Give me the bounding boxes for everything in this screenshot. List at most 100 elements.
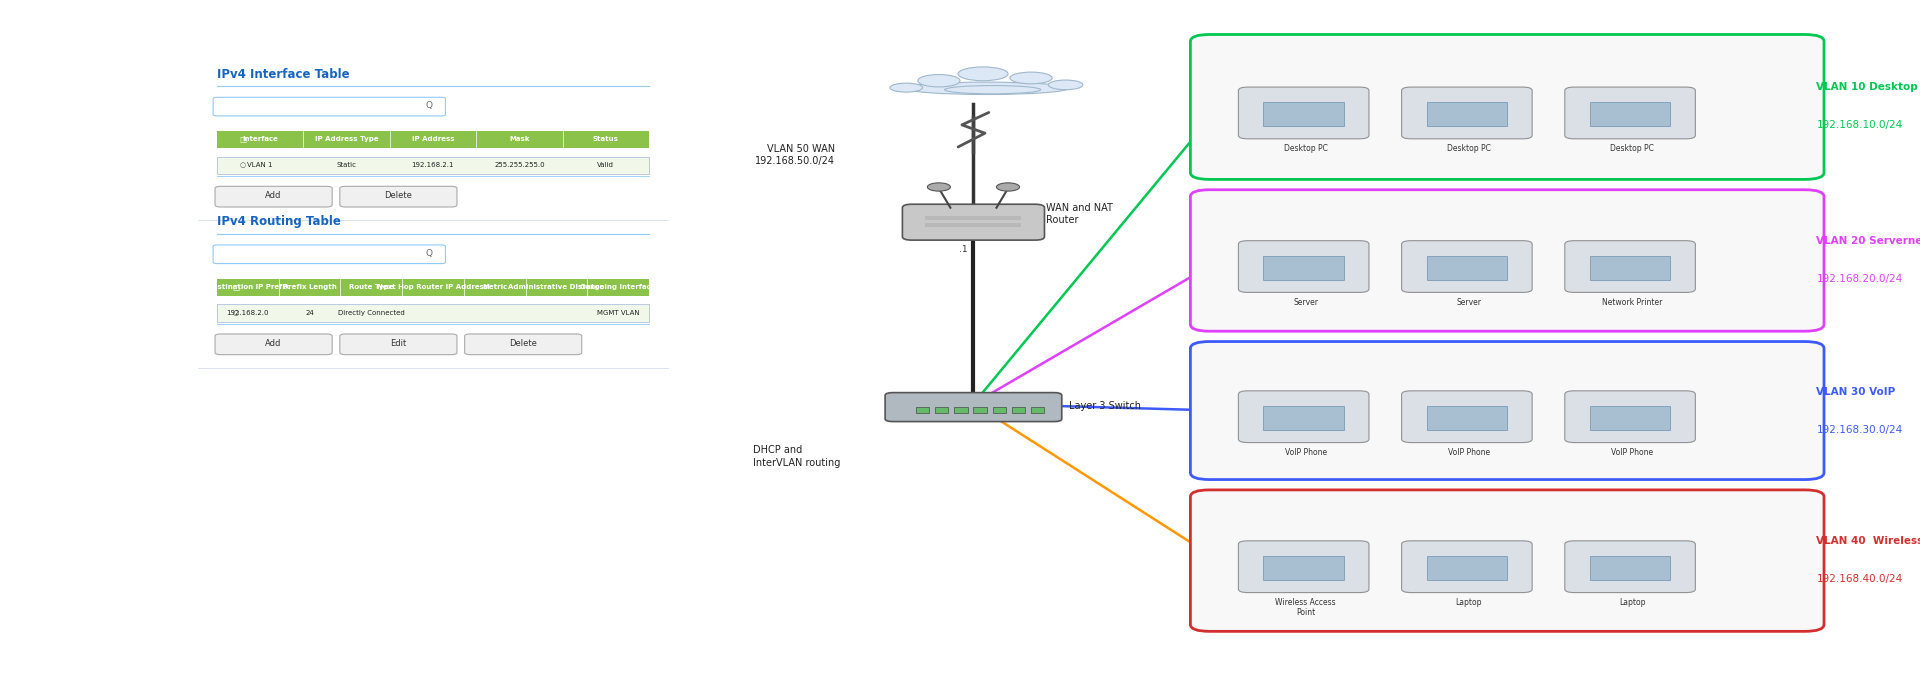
Text: Edit: Edit bbox=[390, 339, 407, 348]
FancyBboxPatch shape bbox=[1263, 256, 1344, 280]
FancyBboxPatch shape bbox=[925, 223, 1021, 227]
Text: Desktop PC: Desktop PC bbox=[1448, 144, 1490, 153]
Text: Delete: Delete bbox=[509, 339, 538, 348]
Text: .1: .1 bbox=[993, 409, 1000, 418]
FancyBboxPatch shape bbox=[1238, 241, 1369, 293]
Text: DHCP and
InterVLAN routing: DHCP and InterVLAN routing bbox=[753, 445, 841, 469]
FancyBboxPatch shape bbox=[1190, 190, 1824, 331]
FancyBboxPatch shape bbox=[1427, 102, 1507, 126]
Text: Route Type: Route Type bbox=[349, 284, 394, 290]
Text: Server: Server bbox=[1292, 298, 1319, 307]
FancyBboxPatch shape bbox=[1190, 34, 1824, 179]
Text: Static: Static bbox=[336, 162, 357, 168]
Ellipse shape bbox=[889, 83, 924, 92]
FancyBboxPatch shape bbox=[215, 334, 332, 355]
Text: Outgoing Interface: Outgoing Interface bbox=[580, 284, 657, 290]
Text: VoIP Phone: VoIP Phone bbox=[1611, 448, 1653, 457]
Text: Valid: Valid bbox=[597, 162, 614, 168]
Bar bbox=[935, 407, 948, 413]
FancyBboxPatch shape bbox=[925, 216, 1021, 220]
FancyBboxPatch shape bbox=[465, 334, 582, 355]
Text: 192.168.20.0/24: 192.168.20.0/24 bbox=[1816, 275, 1903, 284]
FancyBboxPatch shape bbox=[213, 245, 445, 264]
Text: Laptop: Laptop bbox=[1455, 598, 1482, 607]
FancyBboxPatch shape bbox=[1238, 541, 1369, 593]
FancyBboxPatch shape bbox=[215, 186, 332, 207]
FancyBboxPatch shape bbox=[1238, 87, 1369, 139]
FancyBboxPatch shape bbox=[885, 393, 1062, 422]
Text: □: □ bbox=[232, 282, 240, 292]
FancyBboxPatch shape bbox=[1565, 87, 1695, 139]
Text: 24: 24 bbox=[305, 310, 313, 315]
FancyBboxPatch shape bbox=[1565, 541, 1695, 593]
FancyBboxPatch shape bbox=[1590, 102, 1670, 126]
Text: .1: .1 bbox=[993, 409, 1000, 418]
Text: Layer 3 Switch: Layer 3 Switch bbox=[1069, 401, 1140, 411]
Text: Administrative Distance: Administrative Distance bbox=[509, 284, 605, 290]
Text: IPv4 Interface Table: IPv4 Interface Table bbox=[217, 68, 349, 81]
Text: .1: .1 bbox=[960, 245, 968, 254]
Bar bbox=[1012, 407, 1025, 413]
FancyBboxPatch shape bbox=[217, 131, 649, 148]
Text: Wireless Access
Point: Wireless Access Point bbox=[1275, 598, 1336, 618]
FancyBboxPatch shape bbox=[1402, 241, 1532, 293]
Ellipse shape bbox=[904, 82, 1068, 95]
Text: ○: ○ bbox=[240, 162, 246, 168]
Bar bbox=[954, 407, 968, 413]
Text: Metric: Metric bbox=[482, 284, 507, 290]
FancyBboxPatch shape bbox=[1427, 256, 1507, 280]
Text: VoIP Phone: VoIP Phone bbox=[1448, 448, 1490, 457]
Text: Desktop PC: Desktop PC bbox=[1611, 144, 1653, 153]
Text: Status: Status bbox=[593, 137, 618, 142]
Text: 192.168.30.0/24: 192.168.30.0/24 bbox=[1816, 425, 1903, 435]
Text: Laptop: Laptop bbox=[1619, 598, 1645, 607]
Bar bbox=[973, 407, 987, 413]
Text: Q: Q bbox=[426, 101, 434, 110]
FancyBboxPatch shape bbox=[1238, 391, 1369, 442]
Text: Prefix Length: Prefix Length bbox=[282, 284, 336, 290]
Text: 192.168.10.0/24: 192.168.10.0/24 bbox=[1816, 120, 1903, 130]
Text: 192.168.2.1: 192.168.2.1 bbox=[411, 162, 455, 168]
Circle shape bbox=[996, 183, 1020, 191]
FancyBboxPatch shape bbox=[1427, 556, 1507, 580]
Bar bbox=[916, 407, 929, 413]
FancyBboxPatch shape bbox=[1565, 241, 1695, 293]
Text: 192.168.2.0: 192.168.2.0 bbox=[227, 310, 269, 315]
Text: Server: Server bbox=[1455, 298, 1482, 307]
Text: Next Hop Router IP Address: Next Hop Router IP Address bbox=[378, 284, 488, 290]
FancyBboxPatch shape bbox=[340, 334, 457, 355]
Text: Add: Add bbox=[265, 191, 282, 201]
FancyBboxPatch shape bbox=[1402, 87, 1532, 139]
Ellipse shape bbox=[958, 67, 1008, 81]
FancyBboxPatch shape bbox=[1263, 556, 1344, 580]
FancyBboxPatch shape bbox=[217, 279, 649, 296]
FancyBboxPatch shape bbox=[1590, 256, 1670, 280]
FancyBboxPatch shape bbox=[1190, 342, 1824, 480]
Text: 255.255.255.0: 255.255.255.0 bbox=[493, 162, 545, 168]
FancyBboxPatch shape bbox=[1427, 406, 1507, 430]
FancyBboxPatch shape bbox=[217, 157, 649, 174]
Text: Interface: Interface bbox=[242, 137, 278, 142]
FancyBboxPatch shape bbox=[1263, 406, 1344, 430]
FancyBboxPatch shape bbox=[1565, 391, 1695, 442]
Text: MGMT VLAN: MGMT VLAN bbox=[597, 310, 639, 315]
Text: .1: .1 bbox=[993, 409, 1000, 418]
Ellipse shape bbox=[1048, 80, 1083, 90]
FancyBboxPatch shape bbox=[1590, 406, 1670, 430]
Text: Mask: Mask bbox=[509, 137, 530, 142]
FancyBboxPatch shape bbox=[902, 204, 1044, 240]
Ellipse shape bbox=[1010, 72, 1052, 84]
Bar bbox=[1031, 407, 1044, 413]
Text: VLAN 40  Wireless: VLAN 40 Wireless bbox=[1816, 537, 1920, 546]
Text: .2: .2 bbox=[954, 230, 962, 239]
Text: VLAN 50 WAN
192.168.50.0/24: VLAN 50 WAN 192.168.50.0/24 bbox=[755, 144, 835, 166]
FancyBboxPatch shape bbox=[1590, 556, 1670, 580]
Text: WAN and NAT
Router: WAN and NAT Router bbox=[1046, 203, 1114, 225]
Text: VLAN 1: VLAN 1 bbox=[248, 162, 273, 168]
FancyBboxPatch shape bbox=[1402, 541, 1532, 593]
Text: ○: ○ bbox=[232, 310, 238, 315]
FancyBboxPatch shape bbox=[340, 186, 457, 207]
Text: VLAN 20 Servernet: VLAN 20 Servernet bbox=[1816, 237, 1920, 246]
FancyBboxPatch shape bbox=[1190, 490, 1824, 631]
Text: .1: .1 bbox=[993, 409, 1000, 418]
